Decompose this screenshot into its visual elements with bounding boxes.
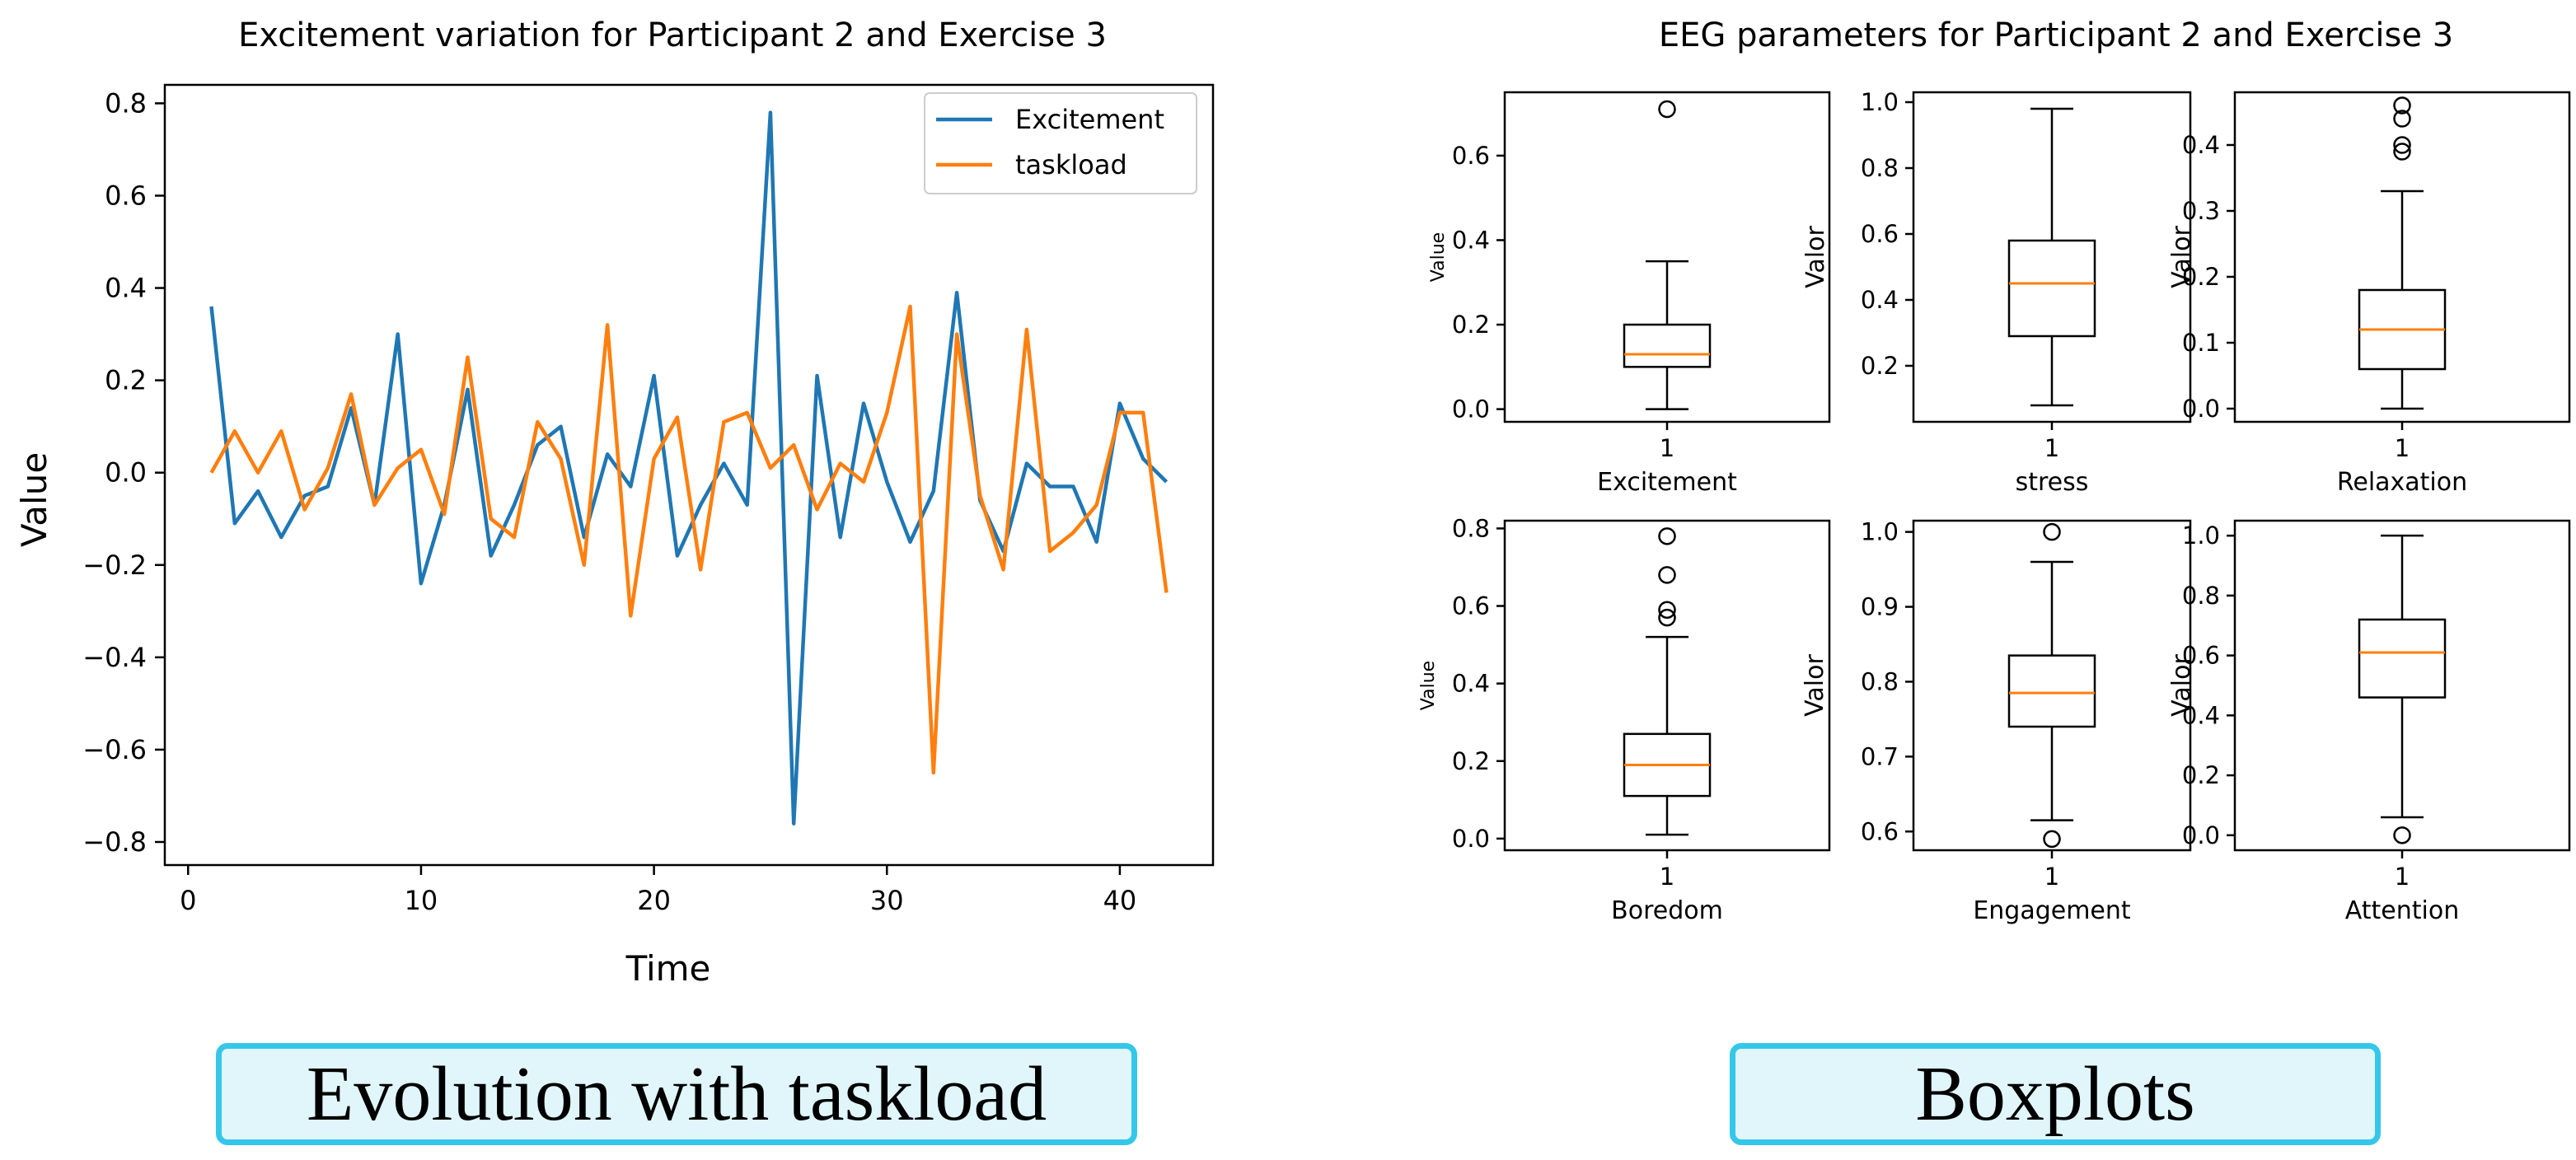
- y-tick-label: −0.4: [82, 642, 147, 673]
- panel-ylabel-relaxation: Valor: [2167, 226, 2196, 288]
- legend-label-taskload: taskload: [1015, 149, 1127, 180]
- y-tick-label: 0.0: [2182, 821, 2220, 849]
- y-tick-label: 0.2: [1452, 311, 1490, 339]
- line-chart: Excitement variation for Participant 2 a…: [14, 16, 1215, 989]
- caption-right-text: Boxplots: [1915, 1051, 2195, 1137]
- panel-xlabel-attention: Attention: [2345, 896, 2459, 925]
- y-tick-label: 0.6: [1452, 142, 1490, 170]
- caption-left-text: Evolution with taskload: [306, 1051, 1047, 1137]
- x-tick-label: 0: [180, 885, 196, 916]
- x-tick-label: 1: [2395, 434, 2410, 462]
- x-tick-label: 1: [2044, 863, 2059, 891]
- caption-boxplots: Boxplots: [1730, 1043, 2381, 1145]
- outlier-point-relaxation: [2393, 110, 2411, 128]
- y-tick-label: 0.1: [2182, 329, 2220, 357]
- y-tick-label: 0.2: [105, 365, 147, 396]
- y-tick-label: 0.4: [1452, 226, 1490, 254]
- outlier-point-boredom: [1658, 608, 1676, 627]
- line-chart-title: Excitement variation for Participant 2 a…: [238, 16, 1107, 54]
- outlier-point-engagement: [2043, 522, 2061, 541]
- boxplot-grid: EEG parameters for Participant 2 and Exe…: [1418, 16, 2571, 925]
- x-tick-label: 30: [870, 885, 904, 916]
- y-tick-label: 0.4: [1861, 286, 1899, 314]
- y-tick-label: 0.6: [1452, 592, 1490, 620]
- panel-ylabel-attention: Valor: [2167, 654, 2196, 717]
- legend-label-excitement: Excitement: [1015, 104, 1164, 135]
- y-tick-label: 0.2: [2182, 263, 2220, 291]
- y-tick-label: −0.8: [82, 826, 147, 858]
- y-tick-label: 1.0: [1861, 88, 1899, 116]
- y-tick-label: 0.0: [1452, 395, 1490, 423]
- y-tick-label: 0.3: [2182, 197, 2220, 225]
- y-tick-label: 0.8: [1452, 514, 1490, 542]
- outlier-point-relaxation: [2393, 136, 2411, 154]
- boxplot-title: EEG parameters for Participant 2 and Exe…: [1659, 16, 2453, 54]
- y-tick-label: 0.8: [2182, 582, 2220, 610]
- y-tick-label: 0.4: [2182, 131, 2220, 159]
- x-tick-label: 20: [637, 885, 671, 916]
- y-tick-label: 0.8: [1861, 154, 1899, 182]
- x-tick-label: 10: [405, 885, 438, 916]
- y-axis-label: Value: [14, 452, 54, 547]
- x-axis-label: Time: [625, 948, 711, 989]
- panel-ylabel-boredom: Value: [1418, 661, 1439, 710]
- outlier-point-boredom: [1658, 566, 1676, 584]
- y-tick-label: 0.2: [1452, 747, 1490, 775]
- y-tick-label: 0.8: [105, 87, 147, 119]
- y-tick-label: 0.6: [105, 180, 147, 211]
- outlier-point-engagement: [2043, 830, 2061, 849]
- legend-box: [924, 92, 1197, 194]
- panel-ylabel-excitement: Value: [1428, 232, 1449, 282]
- line-plot-frame: [163, 83, 1215, 867]
- y-tick-label: 0.4: [1452, 670, 1490, 698]
- iqr-box-excitement: [1623, 323, 1712, 368]
- y-tick-label: 0.0: [2182, 395, 2220, 423]
- outlier-point-boredom: [1658, 601, 1676, 619]
- x-tick-label: 1: [2044, 434, 2059, 462]
- series-line-excitement: [209, 110, 1169, 826]
- x-tick-label: 40: [1103, 885, 1137, 916]
- y-tick-label: 0.6: [2182, 642, 2220, 670]
- y-tick-label: 0.4: [2182, 701, 2220, 729]
- y-tick-label: 0.6: [1861, 220, 1899, 248]
- series-line-taskload: [209, 304, 1169, 775]
- panel-xlabel-excitement: Excitement: [1597, 468, 1737, 497]
- panel-xlabel-engagement: Engagement: [1973, 896, 2131, 925]
- caption-evolution-with-taskload: Evolution with taskload: [216, 1043, 1137, 1145]
- y-tick-label: 0.8: [1861, 667, 1899, 695]
- y-tick-label: 0.4: [105, 273, 147, 304]
- outlier-point-boredom: [1658, 527, 1676, 545]
- y-tick-label: 0.0: [105, 457, 147, 489]
- y-tick-label: 0.0: [1452, 825, 1490, 853]
- y-tick-label: 0.9: [1861, 593, 1899, 621]
- iqr-box-stress: [2007, 239, 2096, 338]
- y-tick-label: 0.7: [1861, 742, 1899, 770]
- y-tick-label: 1.0: [1861, 518, 1899, 546]
- outlier-point-excitement: [1658, 100, 1676, 119]
- x-tick-label: 1: [1660, 863, 1674, 891]
- panel-xlabel-stress: stress: [2016, 468, 2089, 497]
- y-tick-label: 1.0: [2182, 522, 2220, 550]
- outlier-point-attention: [2393, 826, 2411, 844]
- y-tick-label: −0.2: [82, 550, 147, 581]
- y-tick-label: 0.2: [2182, 761, 2220, 789]
- panel-xlabel-boredom: Boredom: [1611, 896, 1723, 925]
- panel-ylabel-engagement: Valor: [1801, 654, 1829, 717]
- x-tick-label: 1: [2395, 863, 2410, 891]
- iqr-box-engagement: [2007, 654, 2096, 728]
- outlier-point-relaxation: [2393, 143, 2411, 161]
- panel-xlabel-relaxation: Relaxation: [2337, 468, 2467, 497]
- x-tick-label: 1: [1660, 434, 1674, 462]
- panel-ylabel-stress: Valor: [1801, 226, 1830, 288]
- y-tick-label: −0.6: [82, 734, 147, 765]
- y-tick-label: 0.2: [1861, 352, 1899, 380]
- y-tick-label: 0.6: [1861, 817, 1899, 845]
- outlier-point-relaxation: [2393, 96, 2411, 115]
- iqr-box-attention: [2358, 618, 2447, 699]
